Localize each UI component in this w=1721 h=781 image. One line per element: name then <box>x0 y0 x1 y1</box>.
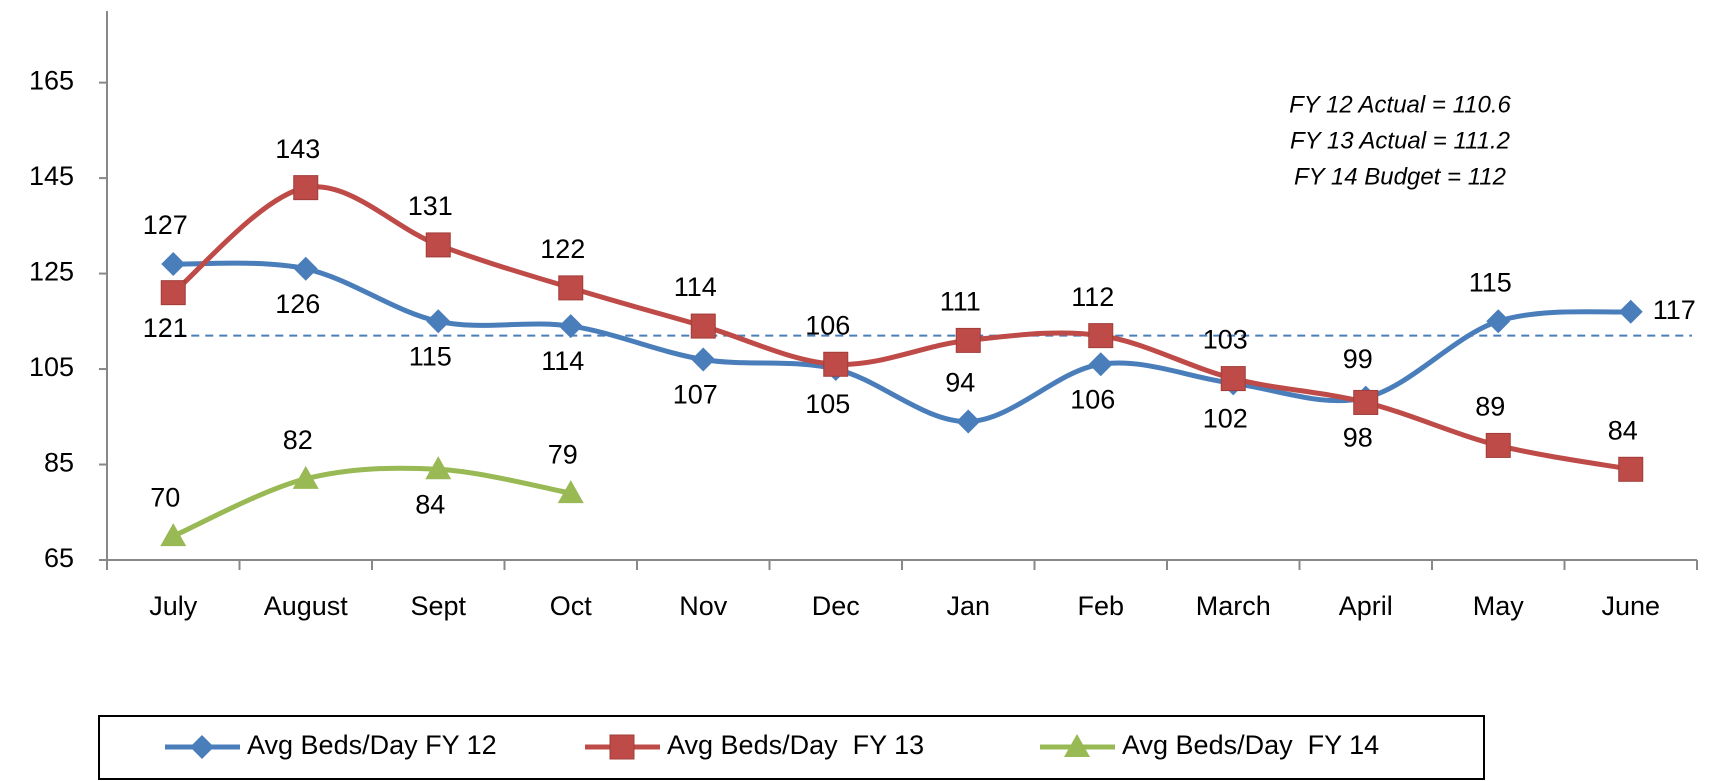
marker <box>558 275 584 301</box>
annotation: FY 13 Actual = 111.2 <box>1290 127 1510 154</box>
data-label: 115 <box>409 341 452 371</box>
y-tick-label: 85 <box>44 448 74 478</box>
series-line <box>170 184 1634 472</box>
marker <box>609 734 635 760</box>
data-label: 127 <box>143 210 188 240</box>
data-label: 84 <box>415 489 445 519</box>
data-label: 102 <box>1203 403 1248 433</box>
x-tick-label: April <box>1339 591 1393 621</box>
series-line <box>170 260 1634 425</box>
data-label: 99 <box>1343 344 1373 374</box>
data-label: 111 <box>940 287 981 317</box>
data-label: 114 <box>674 272 717 302</box>
legend-label: Avg Beds/Day FY 13 <box>667 730 924 760</box>
x-tick-label: March <box>1196 591 1271 621</box>
data-label: 143 <box>275 134 320 164</box>
data-label: 117 <box>1653 295 1696 325</box>
marker <box>823 351 849 377</box>
data-label: 105 <box>805 389 850 419</box>
marker <box>161 252 186 277</box>
legend-label: Avg Beds/Day FY 12 <box>247 730 497 760</box>
x-tick-label: Dec <box>812 591 860 621</box>
x-tick-label: Oct <box>550 591 593 621</box>
series-line <box>170 465 574 539</box>
data-label: 115 <box>1469 267 1512 297</box>
y-tick-label: 145 <box>29 161 74 191</box>
marker <box>425 232 451 258</box>
data-label: 106 <box>1070 384 1115 414</box>
x-tick-label: July <box>149 591 198 621</box>
marker <box>1618 299 1643 324</box>
data-label: 106 <box>805 310 850 340</box>
annotation: FY 12 Actual = 110.6 <box>1289 91 1511 118</box>
x-tick-label: May <box>1473 591 1525 621</box>
marker <box>691 347 716 372</box>
data-label: 89 <box>1475 392 1505 422</box>
data-label: 107 <box>673 380 718 410</box>
y-tick-label: 125 <box>29 257 74 287</box>
x-tick-label: Jan <box>946 591 990 621</box>
data-label: 121 <box>143 313 188 343</box>
legend-box <box>98 715 1485 780</box>
marker <box>160 523 187 547</box>
marker <box>955 327 981 353</box>
y-tick-label: 165 <box>29 66 74 96</box>
marker <box>1486 309 1511 334</box>
marker <box>190 735 214 759</box>
data-label: 103 <box>1203 325 1248 355</box>
legend-label: Avg Beds/Day FY 14 <box>1122 730 1379 760</box>
marker <box>1088 323 1114 349</box>
data-label: 126 <box>275 289 320 319</box>
x-tick-label: Nov <box>679 591 728 621</box>
data-label: 82 <box>283 425 313 455</box>
marker <box>1064 734 1090 757</box>
marker <box>956 409 981 434</box>
marker <box>425 456 452 480</box>
marker <box>293 175 319 201</box>
marker <box>1353 389 1379 415</box>
marker <box>1485 432 1511 458</box>
y-tick-label: 65 <box>44 543 74 573</box>
x-tick-label: August <box>264 591 349 621</box>
marker <box>1088 352 1113 377</box>
marker <box>557 480 584 504</box>
data-label: 70 <box>150 482 180 512</box>
marker <box>558 314 583 339</box>
data-label: 94 <box>945 368 975 398</box>
data-label: 114 <box>541 346 584 376</box>
data-label: 84 <box>1608 415 1638 445</box>
marker <box>293 256 318 281</box>
marker <box>292 465 319 489</box>
marker <box>690 313 716 339</box>
data-label: 98 <box>1343 423 1373 453</box>
marker <box>1220 366 1246 392</box>
annotation: FY 14 Budget = 112 <box>1294 163 1506 190</box>
marker <box>426 309 451 334</box>
x-tick-label: June <box>1601 591 1660 621</box>
data-label: 79 <box>548 439 578 469</box>
data-label: 112 <box>1071 282 1114 312</box>
data-label: 122 <box>540 234 585 264</box>
x-tick-label: Feb <box>1077 591 1124 621</box>
marker <box>160 280 186 306</box>
x-tick-label: Sept <box>410 591 466 621</box>
y-tick-label: 105 <box>29 352 74 382</box>
data-label: 131 <box>408 191 453 221</box>
marker <box>1618 456 1644 482</box>
